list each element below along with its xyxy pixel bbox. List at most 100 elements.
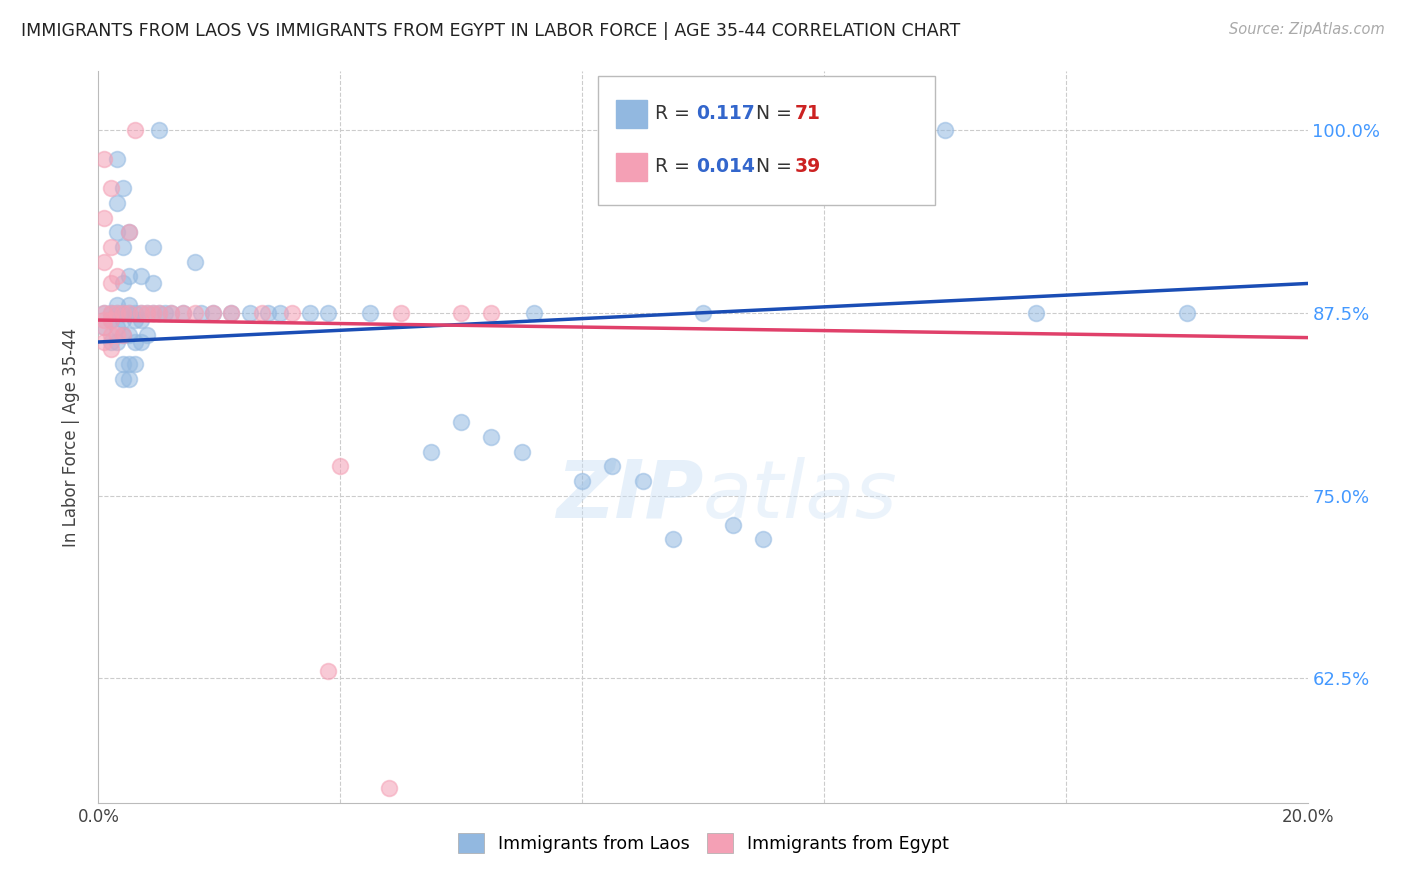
Point — [118, 371, 141, 385]
Point — [111, 327, 134, 342]
Point — [256, 306, 278, 320]
Point — [118, 269, 141, 284]
Point — [389, 306, 412, 320]
Point — [100, 240, 122, 254]
Point — [1024, 306, 1046, 320]
Point — [523, 306, 546, 320]
Point — [160, 306, 183, 320]
Point — [100, 277, 122, 291]
Point — [111, 327, 134, 342]
Point — [118, 306, 141, 320]
Point — [316, 306, 339, 320]
Point — [752, 533, 775, 547]
Point — [202, 306, 225, 320]
Point — [329, 459, 352, 474]
Point — [129, 313, 152, 327]
Text: atlas: atlas — [703, 457, 898, 534]
Point — [135, 306, 157, 320]
Point — [299, 306, 322, 320]
Point — [118, 298, 141, 312]
Point — [221, 306, 243, 320]
Point — [100, 181, 122, 195]
Point — [118, 225, 141, 239]
Point — [111, 357, 134, 371]
Point — [142, 306, 165, 320]
Point — [93, 152, 115, 166]
Point — [172, 306, 194, 320]
Point — [118, 225, 141, 239]
Point — [142, 277, 165, 291]
Point — [105, 196, 128, 211]
Point — [100, 313, 122, 327]
Point — [420, 444, 443, 458]
Point — [100, 313, 122, 327]
Point — [129, 306, 152, 320]
Point — [142, 306, 165, 320]
Point — [1175, 306, 1198, 320]
Point — [105, 320, 128, 334]
Point — [250, 306, 273, 320]
Point — [129, 269, 152, 284]
Point — [221, 306, 243, 320]
Point — [135, 327, 157, 342]
Point — [631, 474, 654, 488]
Point — [100, 343, 122, 357]
Point — [93, 334, 115, 349]
Text: N =: N = — [756, 158, 799, 177]
Text: R =: R = — [655, 158, 696, 177]
Point — [190, 306, 212, 320]
Point — [111, 371, 134, 385]
Point — [105, 334, 128, 349]
Point — [124, 306, 146, 320]
Point — [93, 306, 115, 320]
Point — [934, 123, 956, 137]
Point — [510, 444, 533, 458]
Text: Source: ZipAtlas.com: Source: ZipAtlas.com — [1229, 22, 1385, 37]
Text: ZIP: ZIP — [555, 457, 703, 534]
Point — [118, 327, 141, 342]
Point — [281, 306, 304, 320]
Point — [571, 474, 593, 488]
Point — [105, 306, 128, 320]
Point — [111, 240, 134, 254]
Point — [111, 313, 134, 327]
Point — [100, 306, 122, 320]
Point — [93, 254, 115, 268]
Text: R =: R = — [655, 104, 696, 123]
Point — [377, 781, 399, 796]
Point — [661, 533, 683, 547]
Legend: Immigrants from Laos, Immigrants from Egypt: Immigrants from Laos, Immigrants from Eg… — [451, 826, 955, 860]
Text: 0.117: 0.117 — [696, 104, 755, 123]
Point — [111, 277, 134, 291]
Point — [129, 306, 152, 320]
Point — [184, 306, 207, 320]
Point — [481, 306, 503, 320]
Point — [124, 334, 146, 349]
Point — [93, 313, 115, 327]
Point — [148, 306, 170, 320]
Point — [184, 254, 207, 268]
Point — [105, 152, 128, 166]
Point — [723, 517, 745, 532]
Point — [202, 306, 225, 320]
Point — [100, 306, 122, 320]
Point — [360, 306, 382, 320]
Text: IMMIGRANTS FROM LAOS VS IMMIGRANTS FROM EGYPT IN LABOR FORCE | AGE 35-44 CORRELA: IMMIGRANTS FROM LAOS VS IMMIGRANTS FROM … — [21, 22, 960, 40]
Point — [450, 306, 472, 320]
Point — [316, 664, 339, 678]
Point — [93, 211, 115, 225]
Point — [124, 123, 146, 137]
Point — [118, 306, 141, 320]
Text: 39: 39 — [794, 158, 821, 177]
Point — [142, 240, 165, 254]
Point — [129, 334, 152, 349]
Point — [172, 306, 194, 320]
Point — [148, 306, 170, 320]
Point — [118, 357, 141, 371]
Point — [105, 225, 128, 239]
Point — [93, 320, 115, 334]
Point — [105, 327, 128, 342]
Point — [124, 357, 146, 371]
Point — [105, 306, 128, 320]
Point — [111, 181, 134, 195]
